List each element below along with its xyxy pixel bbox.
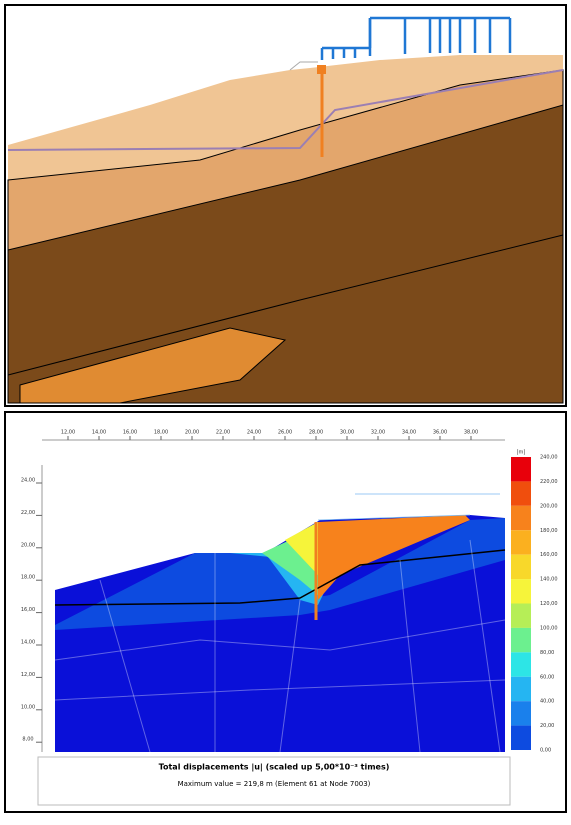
page: Total displacements |u| (scaled up 5,00*… — [0, 0, 571, 821]
pile-head — [317, 65, 326, 74]
x-tick-label: 38,00 — [464, 430, 478, 436]
legend-swatch — [511, 530, 531, 554]
x-tick-label: 34,00 — [402, 430, 416, 436]
model-view — [5, 5, 566, 406]
legend-swatch — [511, 506, 531, 530]
legend-swatch — [511, 701, 531, 725]
x-tick-label: 18,00 — [154, 430, 168, 436]
y-tick-label: 14,00 — [21, 640, 35, 646]
legend-swatch — [511, 481, 531, 505]
x-tick-label: 28,00 — [309, 430, 323, 436]
legend-unit: [m] — [517, 450, 526, 456]
legend-label: 40,00 — [540, 699, 554, 705]
legend-label: 120,00 — [540, 601, 558, 607]
legend-label: 80,00 — [540, 650, 554, 656]
legend-label: 200,00 — [540, 503, 558, 509]
legend-swatch — [511, 555, 531, 579]
y-tick-label: 18,00 — [21, 575, 35, 581]
y-tick-label: 20,00 — [21, 542, 35, 548]
legend-label: 0,00 — [540, 748, 551, 754]
y-tick-label: 12,00 — [21, 672, 35, 678]
legend-swatch — [511, 652, 531, 676]
legend-label: 60,00 — [540, 674, 554, 680]
legend-swatch — [511, 726, 531, 750]
max-value: Maximum value = 219,8 m (Element 61 at N… — [178, 780, 371, 788]
x-tick-label: 16,00 — [123, 430, 137, 436]
legend-swatch — [511, 628, 531, 652]
x-tick-label: 14,00 — [92, 430, 106, 436]
legend-label: 180,00 — [540, 528, 558, 534]
y-tick-label: 10,00 — [21, 704, 35, 710]
x-tick-label: 22,00 — [216, 430, 230, 436]
y-tick-label: 24,00 — [21, 478, 35, 484]
legend-label: 140,00 — [540, 577, 558, 583]
caption: Total displacements |u| (scaled up 5,00*… — [159, 763, 390, 772]
legend-label: 240,00 — [540, 455, 558, 461]
screenshot: Total displacements |u| (scaled up 5,00*… — [0, 0, 571, 821]
output-view: Total displacements |u| (scaled up 5,00*… — [5, 412, 566, 812]
legend-swatch — [511, 604, 531, 628]
x-tick-label: 30,00 — [340, 430, 354, 436]
legend-label: 160,00 — [540, 552, 558, 558]
legend-label: 100,00 — [540, 625, 558, 631]
y-tick-label: 8,00 — [22, 737, 33, 743]
legend-label: 220,00 — [540, 479, 558, 485]
x-tick-label: 24,00 — [247, 430, 261, 436]
legend-label: 20,00 — [540, 723, 554, 729]
x-tick-label: 32,00 — [371, 430, 385, 436]
x-tick-label: 12,00 — [61, 430, 75, 436]
legend-swatch — [511, 457, 531, 481]
x-tick-label: 20,00 — [185, 430, 199, 436]
y-tick-label: 22,00 — [21, 510, 35, 516]
x-tick-label: 36,00 — [433, 430, 447, 436]
legend-swatch — [511, 677, 531, 701]
y-tick-label: 16,00 — [21, 607, 35, 613]
x-tick-label: 26,00 — [278, 430, 292, 436]
legend-swatch — [511, 579, 531, 603]
